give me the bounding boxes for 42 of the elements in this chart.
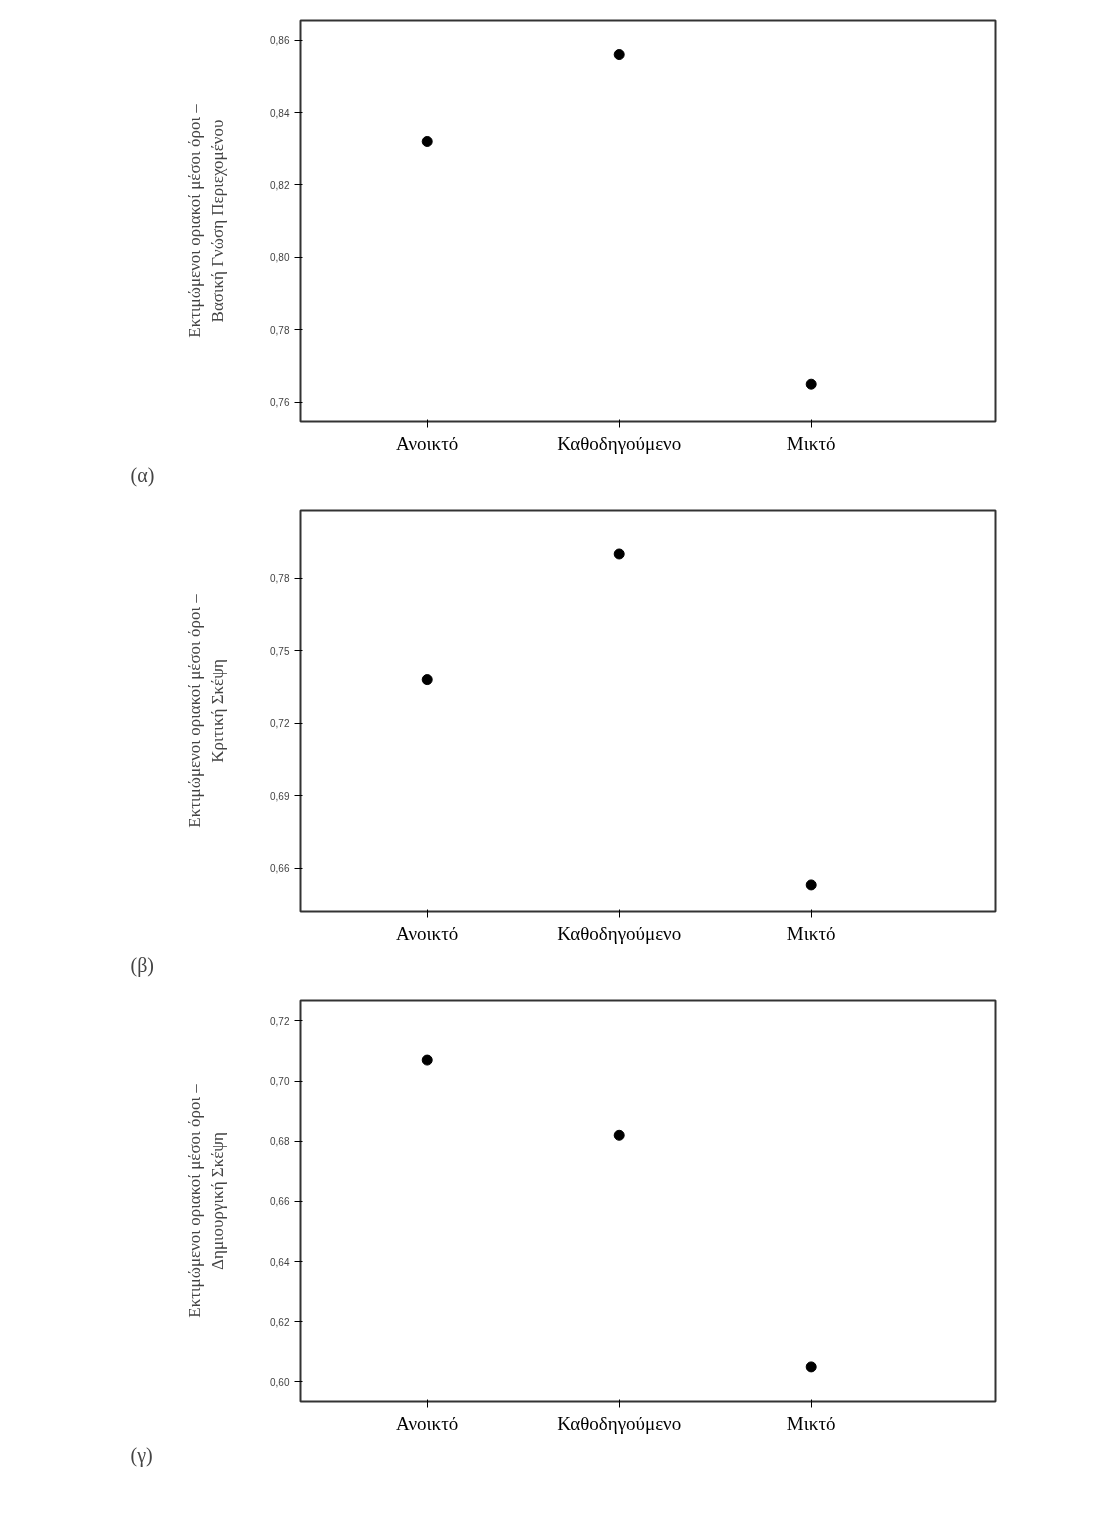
text: (α) (130, 463, 155, 487)
y-tick-label: 0,78 (270, 573, 290, 585)
text: (β) (130, 953, 154, 977)
x-tick-label: Καθοδηγούμενο (557, 922, 682, 944)
point (805, 879, 817, 891)
y-tick-label: 0,86 (270, 35, 290, 47)
x-tick-label: Καθοδηγούμενο (557, 1412, 682, 1434)
y-tick-label: 0,64 (270, 1256, 290, 1268)
point (805, 378, 817, 390)
y-axis-title: Εκτιμώμενοι οριακοί μέσοι όροι – Κριτική Σκέψη (185, 593, 228, 828)
point (613, 1129, 625, 1141)
y-tick-label: 0,72 (270, 718, 290, 730)
y-tick-label: 0,62 (270, 1316, 290, 1328)
point (613, 548, 625, 560)
x-tick-label: Ανοικτό (396, 922, 459, 944)
text: (γ) (130, 1443, 153, 1467)
y-tick-label: 0,68 (270, 1136, 290, 1148)
x-tick-label: Μικτό (786, 922, 836, 944)
y-tick-label: 0,75 (270, 645, 290, 657)
y-tick-label: 0,70 (270, 1076, 290, 1088)
y-tick-label: 0,60 (270, 1376, 290, 1388)
y-tick-label: 0,72 (270, 1015, 290, 1027)
y-tick-label: 0,80 (270, 252, 290, 264)
point (421, 136, 433, 147)
point (421, 674, 433, 686)
point (805, 1361, 817, 1373)
y-tick-label: 0,66 (270, 863, 290, 875)
x-tick-label: Μικτό (786, 432, 836, 454)
y-tick-label: 0,69 (270, 790, 290, 802)
x-tick-label: Καθοδηγούμενο (557, 432, 682, 454)
y-axis-title: Εκτιμώμενοι οριακοί μέσοι όροι – Βασική Γνώση Περιεχομένου (185, 103, 228, 338)
x-tick-label: Ανοικτό (396, 432, 459, 454)
y-tick-label: 0,76 (270, 397, 290, 409)
x-tick-label: Μικτό (786, 1412, 836, 1434)
y-tick-label: 0,84 (270, 107, 290, 119)
point (421, 1054, 433, 1066)
point (613, 49, 625, 61)
y-tick-label: 0,66 (270, 1196, 290, 1208)
x-tick-label: Ανοικτό (396, 1412, 459, 1434)
y-tick-label: 0,82 (270, 179, 290, 191)
y-axis-title: Εκτιμώμενοι οριακοί μέσοι όροι – Δημιουργική Σκέψη (185, 1083, 228, 1318)
y-tick-label: 0,78 (270, 324, 290, 336)
